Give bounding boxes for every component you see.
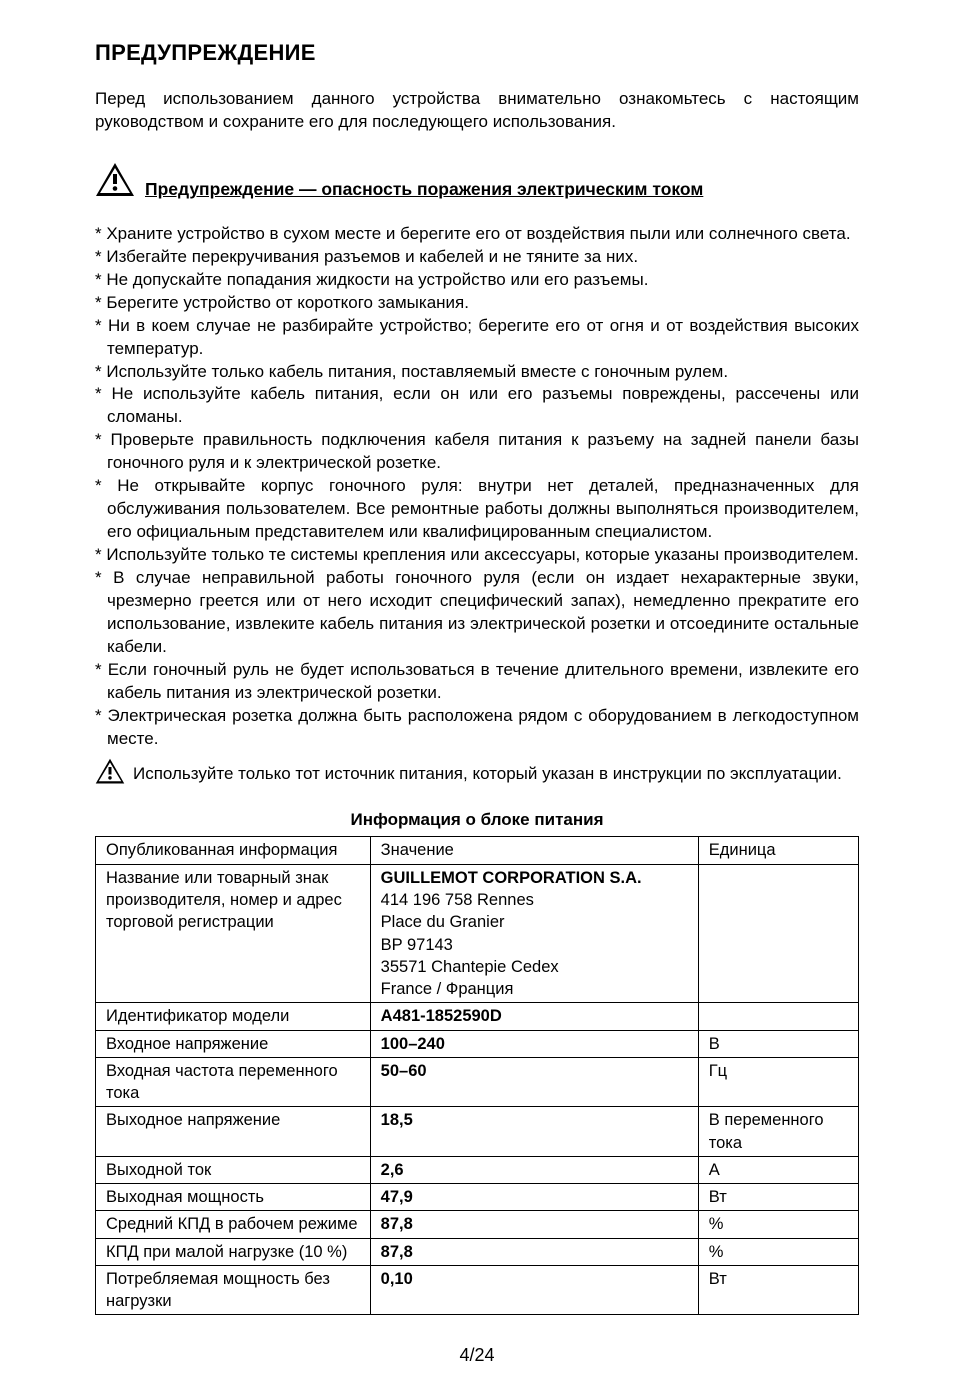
bullet-item: Берегите устройство от короткого замыкан…	[95, 292, 859, 315]
table-cell: 0,10	[370, 1265, 698, 1315]
table-row: Потребляемая мощность без нагрузки 0,10 …	[96, 1265, 859, 1315]
mfr-addr: 35571 Chantepie Cedex	[381, 956, 690, 978]
table-cell: Выходной ток	[96, 1156, 371, 1183]
bullet-item: Если гоночный руль не будет использовать…	[95, 659, 859, 705]
table-cell: Входное напряжение	[96, 1030, 371, 1057]
table-row: Выходное напряжение 18,5 В переменного т…	[96, 1107, 859, 1157]
table-cell: А	[698, 1156, 858, 1183]
table-cell: КПД при малой нагрузке (10 %)	[96, 1238, 371, 1265]
table-cell: Потребляемая мощность без нагрузки	[96, 1265, 371, 1315]
table-cell: 100–240	[370, 1030, 698, 1057]
bullet-item: В случае неправильной работы гоночного р…	[95, 567, 859, 659]
warning-heading: Предупреждение — опасность поражения эле…	[145, 179, 703, 203]
table-cell: В	[698, 1030, 858, 1057]
mfr-addr: 414 196 758 Rennes	[381, 889, 690, 911]
table-cell: %	[698, 1238, 858, 1265]
bullet-item: Не допускайте попадания жидкости на устр…	[95, 269, 859, 292]
warning-header-row: Предупреждение — опасность поражения эле…	[95, 162, 859, 203]
psu-table-title: Информация о блоке питания	[95, 810, 859, 830]
psu-table: Опубликованная информация Значение Едини…	[95, 836, 859, 1315]
table-cell: Средний КПД в рабочем режиме	[96, 1211, 371, 1238]
table-cell: %	[698, 1211, 858, 1238]
mfr-addr: France / Франция	[381, 978, 690, 1000]
bullet-item: Не используйте кабель питания, если он и…	[95, 383, 859, 429]
document-page: ПРЕДУПРЕЖДЕНИЕ Перед использованием данн…	[0, 0, 954, 1396]
bullet-item: Проверьте правильность подключения кабел…	[95, 429, 859, 475]
mfr-addr: Place du Granier	[381, 911, 690, 933]
bullet-item: Не открывайте корпус гоночного руля: вну…	[95, 475, 859, 544]
table-cell: 2,6	[370, 1156, 698, 1183]
bullet-item: Электрическая розетка должна быть распол…	[95, 705, 859, 751]
table-row: КПД при малой нагрузке (10 %) 87,8 %	[96, 1238, 859, 1265]
table-row: Идентификатор модели A481-1852590D	[96, 1003, 859, 1030]
table-row: Входная частота переменного тока 50–60 Г…	[96, 1057, 859, 1107]
table-cell: A481-1852590D	[370, 1003, 698, 1030]
table-cell: Вт	[698, 1265, 858, 1315]
page-title: ПРЕДУПРЕЖДЕНИЕ	[95, 40, 859, 66]
page-number: 4/24	[95, 1345, 859, 1366]
bullet-item: Используйте только кабель питания, поста…	[95, 361, 859, 384]
mfr-addr: BP 97143	[381, 934, 690, 956]
table-cell: 18,5	[370, 1107, 698, 1157]
table-header-cell: Единица	[698, 837, 858, 864]
table-cell: Название или товарный знак производителя…	[96, 864, 371, 1003]
intro-paragraph: Перед использованием данного устройства …	[95, 88, 859, 134]
table-cell: 87,8	[370, 1238, 698, 1265]
bullet-item: Используйте только те системы крепления …	[95, 544, 859, 567]
bullet-item: Избегайте перекручивания разъемов и кабе…	[95, 246, 859, 269]
inline-warning-row: Используйте только тот источник питания,…	[95, 758, 859, 790]
bullet-item: Храните устройство в сухом месте и берег…	[95, 223, 859, 246]
table-cell: GUILLEMOT CORPORATION S.A. 414 196 758 R…	[370, 864, 698, 1003]
table-header-row: Опубликованная информация Значение Едини…	[96, 837, 859, 864]
table-header-cell: Опубликованная информация	[96, 837, 371, 864]
table-row: Название или товарный знак производителя…	[96, 864, 859, 1003]
table-header-cell: Значение	[370, 837, 698, 864]
table-cell: 47,9	[370, 1184, 698, 1211]
mfr-name: GUILLEMOT CORPORATION S.A.	[381, 867, 690, 889]
warning-triangle-icon	[95, 758, 125, 790]
table-cell: 87,8	[370, 1211, 698, 1238]
table-row: Средний КПД в рабочем режиме 87,8 %	[96, 1211, 859, 1238]
table-cell: Входная частота переменного тока	[96, 1057, 371, 1107]
table-cell	[698, 864, 858, 1003]
table-cell	[698, 1003, 858, 1030]
inline-warning-text: Используйте только тот источник питания,…	[133, 764, 842, 784]
table-row: Выходной ток 2,6 А	[96, 1156, 859, 1183]
table-row: Выходная мощность 47,9 Вт	[96, 1184, 859, 1211]
bullet-item: Ни в коем случае не разбирайте устройств…	[95, 315, 859, 361]
table-cell: В переменного тока	[698, 1107, 858, 1157]
warning-bullet-list: Храните устройство в сухом месте и берег…	[95, 223, 859, 751]
table-row: Входное напряжение 100–240 В	[96, 1030, 859, 1057]
table-cell: Гц	[698, 1057, 858, 1107]
table-cell: Выходная мощность	[96, 1184, 371, 1211]
table-cell: Выходное напряжение	[96, 1107, 371, 1157]
table-cell: Идентификатор модели	[96, 1003, 371, 1030]
table-cell: Вт	[698, 1184, 858, 1211]
warning-triangle-icon	[95, 162, 135, 203]
table-cell: 50–60	[370, 1057, 698, 1107]
